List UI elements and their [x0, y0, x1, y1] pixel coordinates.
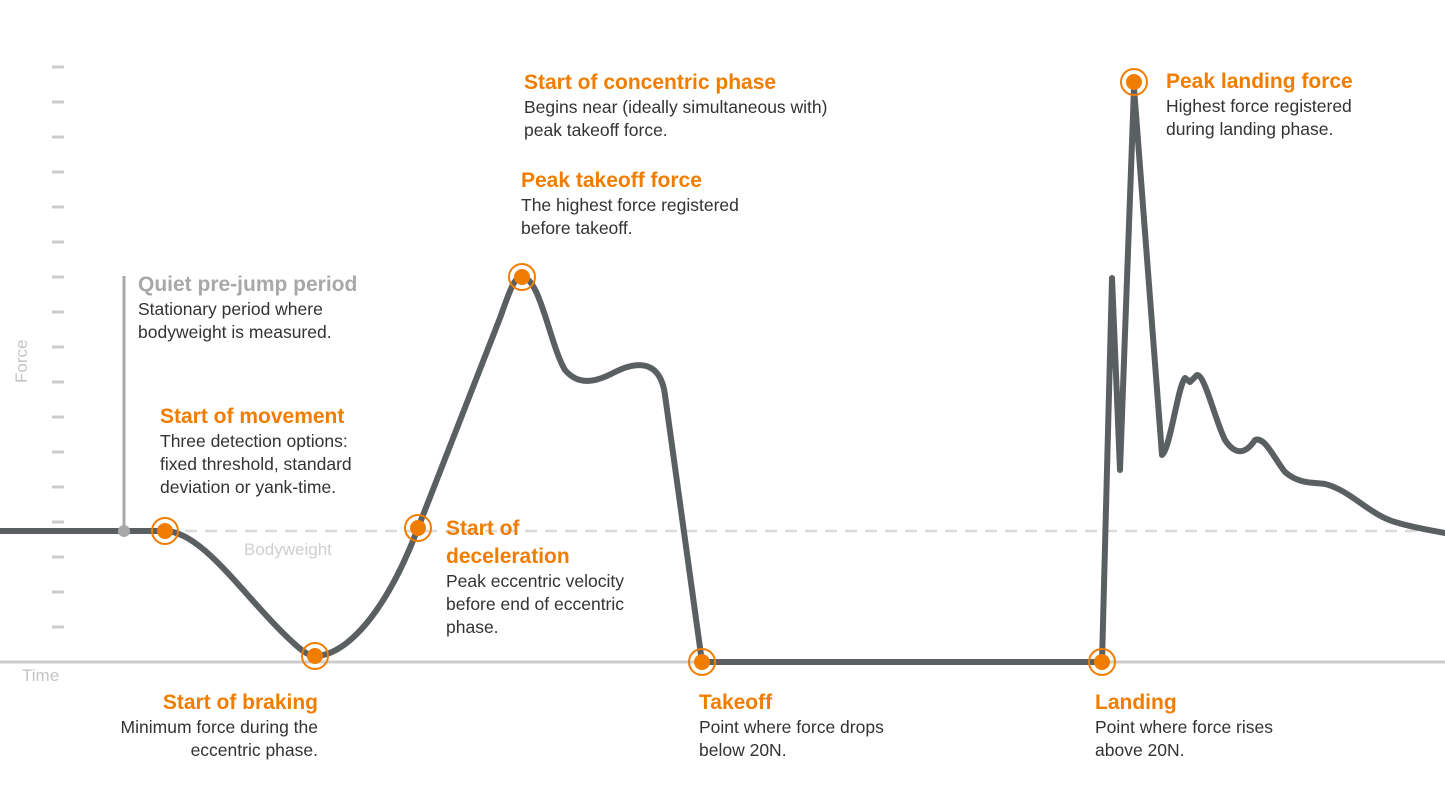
annotation-desc: phase. — [446, 617, 499, 637]
annotation-desc: fixed threshold, standard — [160, 454, 352, 474]
annotation-takeoff: Takeoff Point where force drops below 20… — [699, 690, 884, 762]
annotation-desc: Three detection options: — [160, 431, 348, 451]
y-axis-ticks — [52, 65, 64, 629]
y-axis-label: Force — [12, 339, 31, 383]
annotation-desc: Point where force rises — [1095, 717, 1273, 737]
annotation-landing: Landing Point where force rises above 20… — [1095, 690, 1273, 762]
annotation-desc: during landing phase. — [1166, 119, 1334, 139]
annotation-desc: The highest force registered — [521, 195, 739, 215]
x-axis-label: Time — [22, 666, 60, 685]
annotation-start-of-braking: Start of braking Minimum force during th… — [121, 690, 318, 762]
annotation-title: Start of movement — [160, 405, 345, 428]
annotation-desc: Minimum force during the — [120, 717, 318, 737]
quiet-period-marker — [118, 525, 130, 537]
annotation-title: Start of — [446, 517, 520, 540]
annotation-desc: deviation or yank-time. — [160, 477, 337, 497]
annotation-desc: Begins near (ideally simultaneous with) — [524, 97, 828, 117]
annotation-title: deceleration — [446, 545, 570, 568]
peak-takeoff-force-marker — [508, 263, 536, 291]
start-of-deceleration-marker — [404, 514, 432, 542]
annotation-start-of-concentric-phase: Start of concentric phase Begins near (i… — [524, 70, 827, 142]
annotation-desc: bodyweight is measured. — [138, 322, 332, 342]
start-of-movement-marker — [151, 517, 179, 545]
annotation-peak-landing-force: Peak landing force Highest force registe… — [1166, 69, 1353, 141]
annotation-start-of-movement: Start of movement Three detection option… — [160, 404, 352, 499]
start-of-braking-marker — [301, 642, 329, 670]
annotation-desc: Point where force drops — [699, 717, 884, 737]
annotation-start-of-deceleration: Start of deceleration Peak eccentric vel… — [446, 516, 624, 639]
annotation-desc: before end of eccentric — [446, 594, 625, 614]
force-curve — [0, 85, 1445, 665]
annotation-desc: below 20N. — [699, 740, 787, 760]
landing-marker — [1088, 648, 1116, 676]
annotation-desc: above 20N. — [1095, 740, 1185, 760]
annotation-desc: Peak eccentric velocity — [446, 571, 624, 591]
bodyweight-label: Bodyweight — [244, 540, 332, 559]
annotation-title: Landing — [1095, 691, 1177, 714]
annotation-desc: Highest force registered — [1166, 96, 1352, 116]
annotation-quiet-period: Quiet pre-jump period Stationary period … — [138, 272, 357, 344]
annotation-title: Start of braking — [162, 691, 318, 714]
annotation-desc: eccentric phase. — [190, 740, 318, 760]
annotation-peak-takeoff-force: Peak takeoff force The highest force reg… — [521, 168, 739, 240]
takeoff-marker — [688, 648, 716, 676]
annotation-title: Peak takeoff force — [521, 169, 702, 192]
annotation-title: Start of concentric phase — [524, 71, 777, 94]
annotation-title: Quiet pre-jump period — [138, 273, 358, 296]
annotation-desc: Stationary period where — [138, 299, 323, 319]
annotation-desc: peak takeoff force. — [524, 120, 668, 140]
peak-landing-force-marker — [1120, 68, 1148, 96]
annotation-title: Peak landing force — [1166, 70, 1353, 93]
annotation-title: Takeoff — [699, 691, 773, 714]
annotation-desc: before takeoff. — [521, 218, 633, 238]
